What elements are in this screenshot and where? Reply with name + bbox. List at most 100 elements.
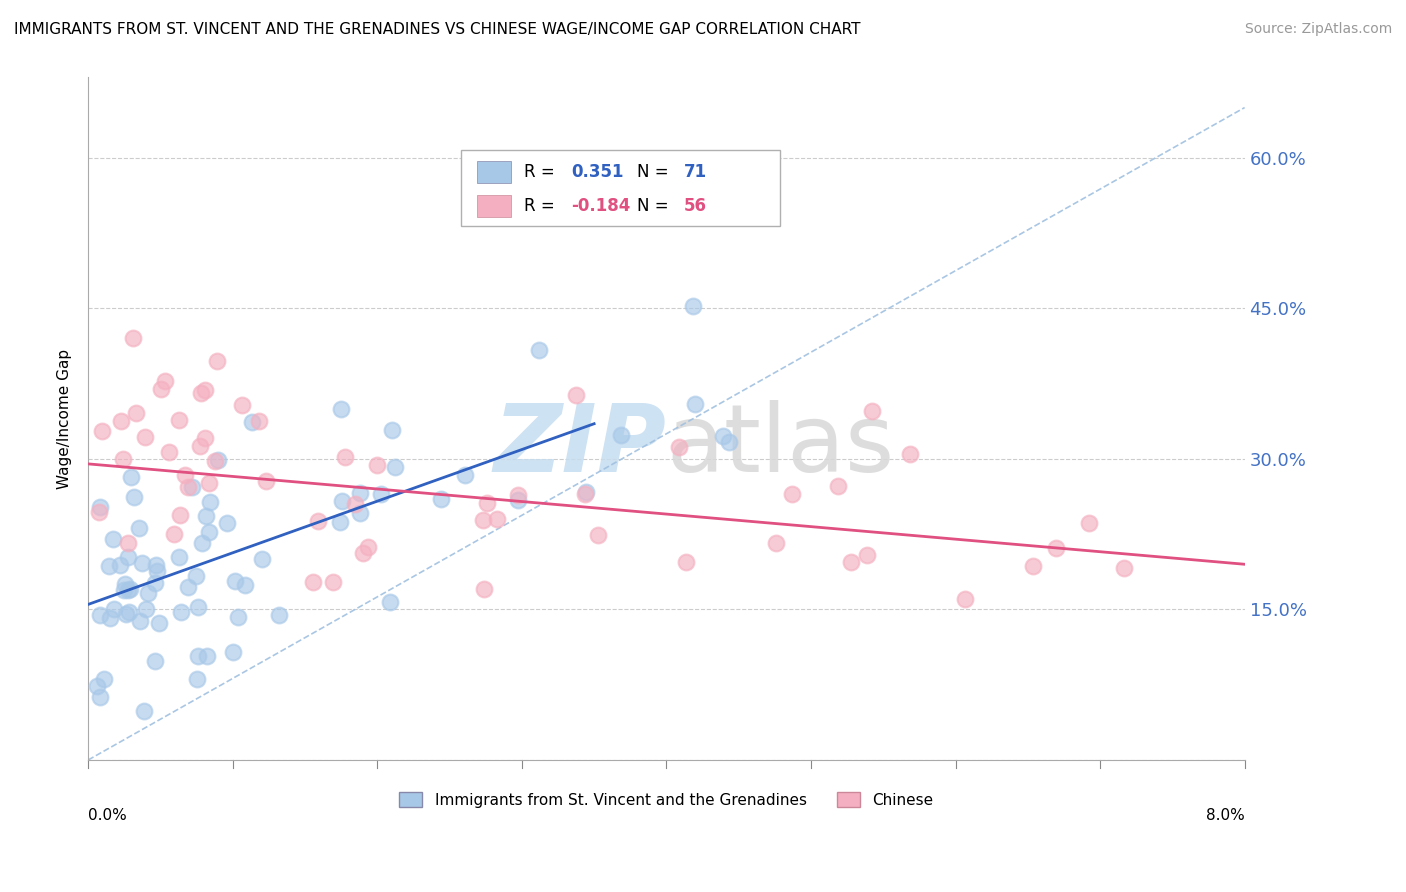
Text: R =: R = [524,162,560,181]
Point [169,508,191,522]
Point [186,568,208,582]
Point [191,535,214,549]
Point [610,428,633,442]
Point [586,528,609,542]
Point [128,521,150,535]
Point [474,582,496,597]
Point [110,414,132,428]
Point [89,505,111,519]
Point [125,406,148,420]
Point [86,679,108,693]
Point [118,605,141,619]
Point [307,514,329,528]
Y-axis label: Wage/Income Gap: Wage/Income Gap [58,349,72,489]
Point [352,546,374,560]
Point [167,550,190,565]
Point [122,331,145,345]
Point [89,500,111,514]
Point [250,552,273,566]
Point [506,493,529,508]
Point [177,480,200,494]
Point [384,460,406,475]
Point [190,385,212,400]
Point [117,536,139,550]
FancyBboxPatch shape [477,161,512,183]
Point [198,494,221,508]
Text: Source: ZipAtlas.com: Source: ZipAtlas.com [1244,22,1392,37]
Point [93,672,115,686]
Point [381,423,404,437]
Point [827,479,849,493]
Point [131,556,153,570]
Text: -0.184: -0.184 [572,197,631,215]
Point [181,479,204,493]
Point [1077,516,1099,531]
Point [349,486,371,500]
Point [195,508,218,523]
Point [101,533,124,547]
Text: N =: N = [637,162,675,181]
Point [378,595,401,609]
Point [527,343,550,357]
Point [711,429,734,443]
Point [98,611,121,625]
Point [108,558,131,573]
Point [856,548,879,562]
Point [302,575,325,590]
Point [506,488,529,502]
Point [194,383,217,397]
Point [114,577,136,591]
Point [349,506,371,520]
Point [1022,558,1045,573]
Legend: Immigrants from St. Vincent and the Grenadines, Chinese: Immigrants from St. Vincent and the Gren… [394,786,939,814]
Point [148,615,170,630]
Point [344,497,367,511]
Point [124,490,146,504]
Point [254,474,277,488]
Text: 8.0%: 8.0% [1206,808,1244,823]
Point [322,575,344,590]
Point [169,413,191,427]
Point [128,614,150,628]
Text: 0.351: 0.351 [572,162,624,181]
Point [170,605,193,619]
Point [683,397,706,411]
Point [187,649,209,664]
Point [186,673,208,687]
Point [370,487,392,501]
Point [98,559,121,574]
Point [472,513,495,527]
Point [120,582,142,597]
Point [231,399,253,413]
Point [145,558,167,572]
Point [188,439,211,453]
Point [157,445,180,459]
Point [233,578,256,592]
Point [247,414,270,428]
Point [454,468,477,483]
Point [1112,560,1135,574]
Point [575,484,598,499]
Point [195,649,218,664]
Text: 0.0%: 0.0% [89,808,127,823]
Point [114,607,136,621]
Point [366,458,388,472]
Point [475,496,498,510]
Point [329,515,352,529]
Point [197,524,219,539]
Point [194,431,217,445]
Point [224,574,246,588]
Point [953,592,976,607]
Text: 71: 71 [683,162,707,181]
Point [330,493,353,508]
Point [839,555,862,569]
Point [330,401,353,416]
Point [333,450,356,464]
Point [117,550,139,565]
Text: ZIP: ZIP [494,400,666,492]
Text: R =: R = [524,197,560,215]
Point [177,580,200,594]
Point [565,388,588,402]
Point [267,608,290,623]
Text: N =: N = [637,197,675,215]
